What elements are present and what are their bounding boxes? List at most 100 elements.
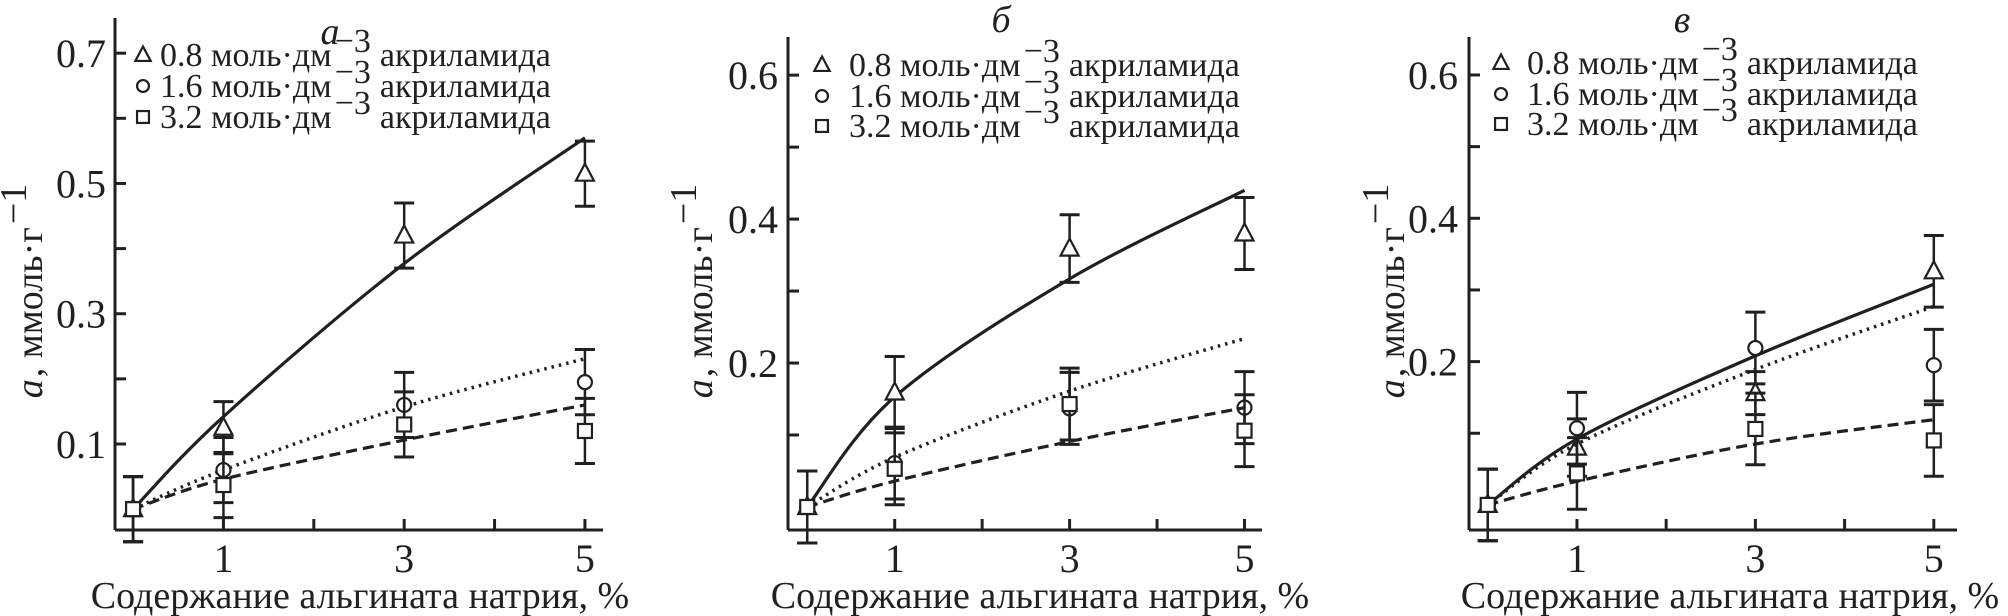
y-tick-label: 0.6 [728, 53, 778, 98]
data-point-square [1479, 496, 1496, 514]
y-axis-label: a , ммоль·г−1 [0, 184, 51, 399]
legend-label-sup: −3 [1702, 62, 1738, 99]
panel-title: б [991, 0, 1012, 41]
data-point-square [1061, 395, 1078, 413]
panel-2: 1 3 5 0.2 0.4 0.6 в Содержание альгината натрия… [1355, 0, 1999, 616]
series-triangle [1476, 233, 1945, 543]
legend-marker-triangle [133, 44, 153, 63]
y-tick-label: 0.4 [1408, 196, 1458, 241]
fit-line-solid [1486, 282, 1935, 507]
legend-label-sup: −3 [335, 85, 371, 122]
legend-label-main: 3.2 моль·дм [849, 108, 1021, 145]
legend-label-tail: акриламида [380, 68, 551, 105]
legend-label-main: 0.8 моль·дм [849, 47, 1021, 84]
legend-label-main: 1.6 моль·дм [160, 68, 332, 105]
legend-marker-circle [814, 88, 830, 104]
data-point-square [215, 476, 232, 494]
series-circle [1477, 304, 1944, 543]
fit-line-dashed [132, 403, 586, 511]
series-square [1477, 391, 1944, 543]
panel-title: а [321, 11, 340, 53]
x-axis-label: Содержание альгината натрия, % [91, 575, 629, 616]
y-axis-label-unit: , ммоль·г [1371, 227, 1413, 377]
series-circle [797, 336, 1255, 545]
fit-line-dashed [1487, 418, 1935, 507]
data-point-triangle [212, 415, 235, 436]
legend-label-sup: −3 [1702, 31, 1738, 68]
x-tick-label: 5 [1924, 536, 1944, 581]
x-tick-label: 5 [575, 536, 595, 581]
series-square [123, 390, 595, 544]
legend-entry: 0.8 моль·дм −3 акриламида [133, 23, 551, 74]
x-axis-label: Содержание альгината натрия, % [771, 575, 1309, 616]
fit-line-solid [805, 188, 1246, 508]
legend-label-main: 0.8 моль·дм [1527, 45, 1699, 82]
data-point-circle [1747, 339, 1764, 357]
y-axis-label-sup: −1 [1355, 184, 1397, 224]
y-axis-label-unit: , ммоль·г [9, 227, 51, 377]
y-axis-label-var: a [1371, 379, 1413, 398]
data-point-square [1568, 465, 1586, 482]
fit-line-dashed [806, 406, 1245, 509]
data-point-square [1747, 420, 1764, 438]
legend-marker-triangle [812, 54, 832, 73]
y-tick-label: 0.3 [56, 292, 106, 337]
legend-label-tail: акриламида [1069, 78, 1240, 115]
legend-label-tail: акриламида [380, 99, 551, 136]
legend-label-sup: −3 [1024, 64, 1060, 101]
x-tick-label: 3 [1745, 536, 1765, 581]
legend-marker-circle [1493, 86, 1509, 102]
fit-line-dotted [132, 356, 586, 511]
legend-entry: 1.6 моль·дм −3 акриламида [1493, 62, 1918, 113]
y-axis-label-var: a [9, 379, 51, 398]
y-tick-label: 0.5 [56, 161, 106, 206]
x-tick-label: 1 [885, 536, 905, 581]
series-square [797, 366, 1255, 545]
data-point-square [1236, 422, 1253, 439]
y-tick-label: 0.7 [56, 31, 106, 76]
data-point-triangle [883, 380, 906, 401]
legend-label-main: 1.6 моль·дм [849, 78, 1021, 115]
legend-label-tail: акриламида [380, 37, 551, 74]
legend-marker-circle [135, 78, 151, 94]
data-point-square [576, 422, 594, 440]
y-axis-label-sup: −1 [663, 184, 705, 224]
legend-label-main: 1.6 моль·дм [1527, 76, 1699, 113]
data-point-square [799, 498, 816, 516]
data-point-square [124, 501, 142, 518]
data-point-triangle [1233, 221, 1256, 242]
series-triangle [122, 136, 596, 544]
legend-label-sup: −3 [1024, 94, 1060, 131]
panel-0: 1 3 5 0.1 0.3 0.5 0.7 а Содержание альгината нат… [0, 11, 629, 616]
data-point-circle [1925, 357, 1942, 374]
legend-entry: 3.2 моль·дм −3 акриламида [814, 94, 1240, 145]
legend-label-main: 3.2 моль·дм [160, 99, 332, 136]
y-tick-label: 0.1 [56, 422, 106, 467]
y-axis-label-sup: −1 [0, 184, 35, 224]
legend-marker-square [814, 118, 830, 134]
legend-marker-square [1493, 116, 1509, 132]
data-point-triangle [1922, 258, 1945, 280]
y-tick-label: 0.4 [728, 197, 778, 242]
legend-label-tail: акриламида [1069, 108, 1240, 145]
data-point-square [1925, 432, 1942, 449]
legend-label-main: 0.8 моль·дм [160, 37, 332, 74]
x-tick-label: 5 [1235, 536, 1255, 581]
x-tick-label: 1 [213, 536, 233, 581]
data-point-circle [576, 374, 594, 391]
y-tick-label: 0.6 [1408, 53, 1458, 98]
data-point-triangle [574, 161, 596, 182]
legend-entry: 1.6 моль·дм −3 акриламида [814, 64, 1240, 115]
x-tick-label: 3 [1060, 536, 1080, 581]
legend-entry: 3.2 моль·дм −3 акриламида [1493, 92, 1918, 143]
legend-label-tail: акриламида [1747, 45, 1918, 82]
legend-marker-square [135, 109, 151, 125]
y-tick-label: 0.2 [728, 341, 778, 386]
x-tick-label: 3 [394, 536, 414, 581]
legend-label-main: 3.2 моль·дм [1527, 106, 1699, 143]
fit-line-solid [131, 136, 586, 511]
fit-line-dotted [806, 336, 1246, 509]
legend-entry: 3.2 моль·дм −3 акриламида [135, 85, 551, 136]
y-axis-label: a , ммоль·г−1 [1355, 184, 1413, 399]
